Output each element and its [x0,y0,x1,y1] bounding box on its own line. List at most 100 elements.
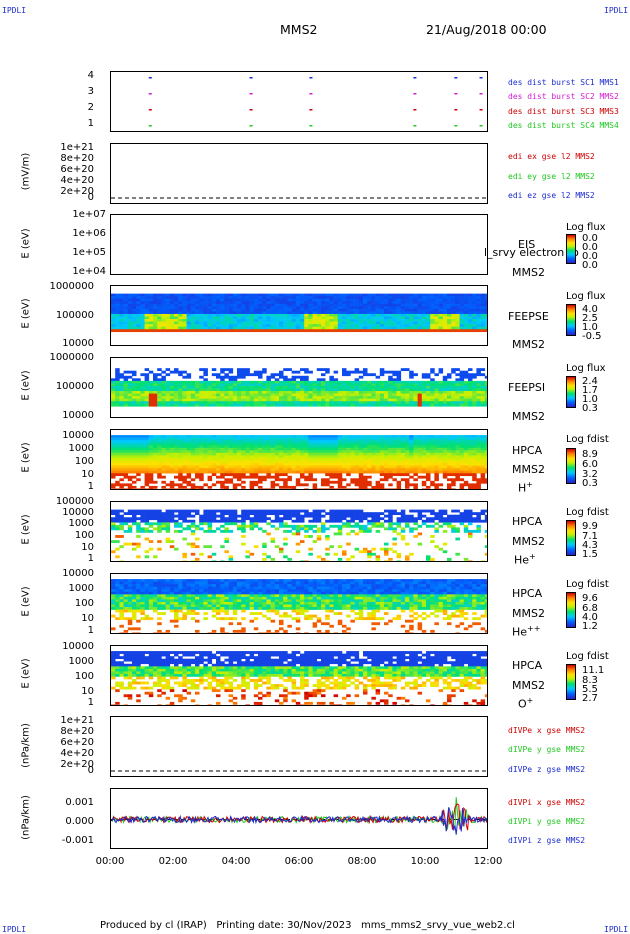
spectrogram-cell [463,455,469,459]
spectrogram-cell [312,445,318,449]
spectrogram-cell [405,445,410,449]
spectrogram-cell [127,385,133,389]
spectrogram-cell [480,393,486,397]
spectrogram-cell [148,485,154,489]
spectrogram-cell [329,545,334,549]
spectrogram-cell [178,380,183,384]
spectrogram-cell [190,542,196,546]
spectrogram-cell [392,509,397,513]
spectrogram-cell [216,435,221,438]
spectrogram-cell [224,478,229,482]
spectrogram-cell [358,514,364,518]
spectrogram-cell [279,321,284,325]
spectrogram-cell [430,524,435,528]
spectrogram-cell [178,478,183,482]
spectrogram-cell [132,385,137,389]
spectrogram-cell [363,393,368,397]
spectrogram-cell [337,296,343,300]
spectrogram-cell [111,319,116,322]
spectrogram-cell [190,483,196,487]
spectrogram-cell [127,370,133,374]
spectrogram-cell [417,391,423,394]
spectrogram-cell [442,460,448,464]
spectrogram-cell [392,468,397,471]
spectrogram-cell [455,527,460,531]
spectrogram-cell [140,303,145,307]
spectrogram-cell [304,368,309,372]
spectrogram-cell [291,301,297,305]
spectrogram-cell [417,296,423,300]
spectrogram-cell [409,468,414,471]
spectrogram-cell [220,383,225,387]
spectrogram-cell [270,480,276,484]
spectrogram-cell [405,311,410,315]
spectrogram-cell [274,512,280,516]
spectrogram-cell [484,319,487,322]
spectrogram-cell [379,463,385,466]
spectrogram-cell [426,557,431,561]
spectrogram-cell [199,519,204,523]
spectrogram-cell [451,468,456,471]
spectrogram-cell [220,468,225,471]
spectrogram-cell [434,380,439,384]
spectrogram-cell [115,324,120,327]
spectrogram-cell [371,488,376,489]
spectrogram-cell [203,465,208,469]
y-tick: 10 [81,542,94,553]
spectrogram-cell [178,463,183,466]
spectrogram-cell [421,383,427,387]
spectrogram-cell [258,303,263,307]
spectrogram-cell [228,514,234,518]
spectrogram-cell [258,478,263,482]
spectrogram-cell [207,313,213,317]
spectrogram-cell [333,473,339,477]
spectrogram-cell [388,517,393,521]
spectrogram-cell [468,388,473,392]
spectrogram-cell [111,391,116,394]
spectrogram-cell [178,293,183,297]
spectrogram-cell [161,463,166,466]
spectrogram-cell [174,301,179,305]
spectrogram-cell [304,509,309,513]
spectrogram-cell [354,301,360,305]
spectrogram-cell [463,383,469,387]
spectrogram-cell [367,329,372,333]
spectrogram-cell [161,470,166,474]
spectrogram-cell [295,398,301,402]
spectrogram-cell [409,313,414,317]
spectrogram-cell [178,373,183,377]
spectrogram-cell [157,524,162,528]
spectrogram-cell [417,383,423,387]
spectrogram-cell [337,380,343,384]
spectrogram-cell [421,326,427,330]
spectrogram-cell [371,445,376,449]
spectrogram-cell [245,514,250,518]
spectrogram-cell [123,375,129,379]
spectrogram-cell [442,529,448,533]
spectrogram-cell [178,460,183,464]
spectrogram-cell [421,308,427,312]
spectrogram-cell [447,380,452,384]
spectrogram-cell [270,393,276,397]
spectrogram-cell [132,463,137,466]
spectrogram-cell [182,293,187,297]
spectrogram-cell [232,460,238,464]
spectrogram-cell [484,450,487,454]
burst-marker [454,93,458,95]
spectrogram-cell [144,437,150,441]
spectrogram-cell [291,380,297,384]
spectrogram-cell [342,509,347,513]
spectrogram-cell [132,452,137,456]
spectrogram-cell [232,329,238,333]
spectrogram-cell [354,460,360,464]
spectrogram-cell [375,468,381,471]
spectrogram-cell [379,373,385,377]
spectrogram-cell [438,321,444,325]
spectrogram-cell [375,512,381,516]
spectrogram-cell [396,437,402,441]
spectrogram-cell [434,512,439,516]
spectrogram-cell [384,478,389,482]
spectrogram-cell [300,398,305,402]
spectrogram-cell [279,512,284,516]
spectrogram-cell [258,457,263,461]
